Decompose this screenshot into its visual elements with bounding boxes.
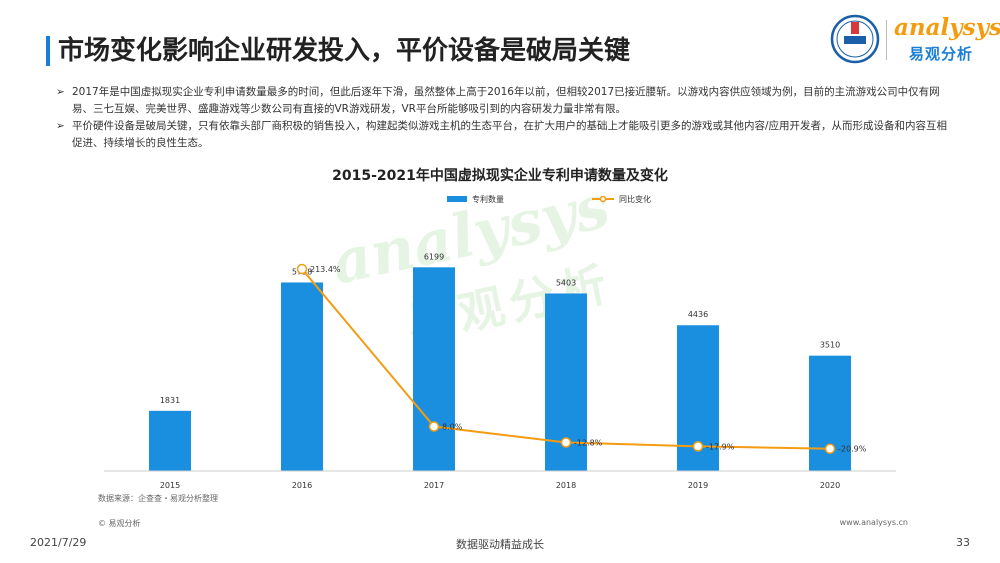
bar-value-label: 3510	[820, 341, 840, 350]
legend-label-line: 同比变化	[619, 194, 651, 204]
page-title: 市场变化影响企业研发投入，平价设备是破局关键	[58, 36, 631, 66]
bar-value-label: 6199	[424, 252, 444, 261]
bar-value-label: 4436	[688, 310, 708, 319]
line-series: 213.4% 8.0% -12.8% -17.9% -20.9%	[296, 263, 867, 454]
yoy-point	[560, 437, 572, 448]
bar	[413, 267, 455, 471]
yoy-point	[428, 421, 440, 432]
yoy-point	[824, 443, 836, 454]
chart-legend: 专利数量 同比变化	[447, 194, 651, 204]
bullet-item: ➢ 平价硬件设备是破局关键，只有依靠头部厂商积极的销售投入，构建起类似游戏主机的…	[56, 118, 952, 152]
legend-label-bar: 专利数量	[472, 194, 504, 204]
x-tick-label: 2017	[424, 481, 444, 490]
bar	[149, 410, 191, 471]
logo-divider	[886, 20, 887, 60]
legend-swatch-bar	[447, 196, 467, 202]
yoy-value-label: -17.9%	[706, 442, 735, 451]
website-link[interactable]: www.analysys.cn	[839, 518, 908, 527]
yoy-value-label: -12.8%	[574, 438, 603, 447]
analysys-logo: analysys	[894, 14, 1000, 41]
data-source: 数据来源：企查查・易观分析整理	[98, 494, 218, 503]
x-tick-label: 2015	[160, 481, 180, 490]
bar-value-label: 1831	[160, 396, 180, 405]
bar-series: 183157386199540344363510	[149, 252, 851, 471]
chart-title: 2015-2021年中国虚拟现实企业专利申请数量及变化	[332, 168, 668, 184]
legend-marker-line	[599, 195, 607, 203]
x-axis: 2015 2016 2017 2018 2019 2020	[104, 470, 896, 490]
x-tick-label: 2020	[820, 481, 840, 490]
bar-value-label: 5403	[556, 278, 576, 287]
bullet-arrow-icon: ➢	[56, 86, 65, 98]
bullet-text: 2017年是中国虚拟现实企业专利申请数量最多的时间，但此后逐年下滑，虽然整体上高…	[72, 86, 940, 115]
bullet-item: ➢ 2017年是中国虚拟现实企业专利申请数量最多的时间，但此后逐年下滑，虽然整体…	[56, 84, 952, 118]
bullet-list: ➢ 2017年是中国虚拟现实企业专利申请数量最多的时间，但此后逐年下滑，虽然整体…	[56, 84, 952, 152]
yoy-point	[692, 441, 704, 452]
title-accent-bar	[46, 36, 50, 66]
x-tick-label: 2019	[688, 481, 708, 490]
chinajoy-logo	[830, 14, 880, 64]
x-tick-label: 2016	[292, 481, 312, 490]
report-date: 2021/7/29	[30, 536, 87, 549]
footer-slogan: 数据驱动精益成长	[456, 538, 544, 551]
x-tick-label: 2018	[556, 481, 576, 490]
analysys-logo-cn: 易观分析	[909, 45, 974, 63]
page-number: 33	[956, 536, 970, 549]
bullet-arrow-icon: ➢	[56, 120, 65, 132]
bullet-text: 平价硬件设备是破局关键，只有依靠头部厂商积极的销售投入，构建起类似游戏主机的生态…	[72, 120, 948, 149]
yoy-point	[296, 263, 308, 275]
yoy-value-label: -20.9%	[838, 445, 867, 454]
copyright: © 易观分析	[98, 519, 141, 528]
yoy-value-label: 213.4%	[310, 265, 341, 274]
bar	[281, 282, 323, 471]
yoy-value-label: 8.0%	[442, 423, 463, 432]
